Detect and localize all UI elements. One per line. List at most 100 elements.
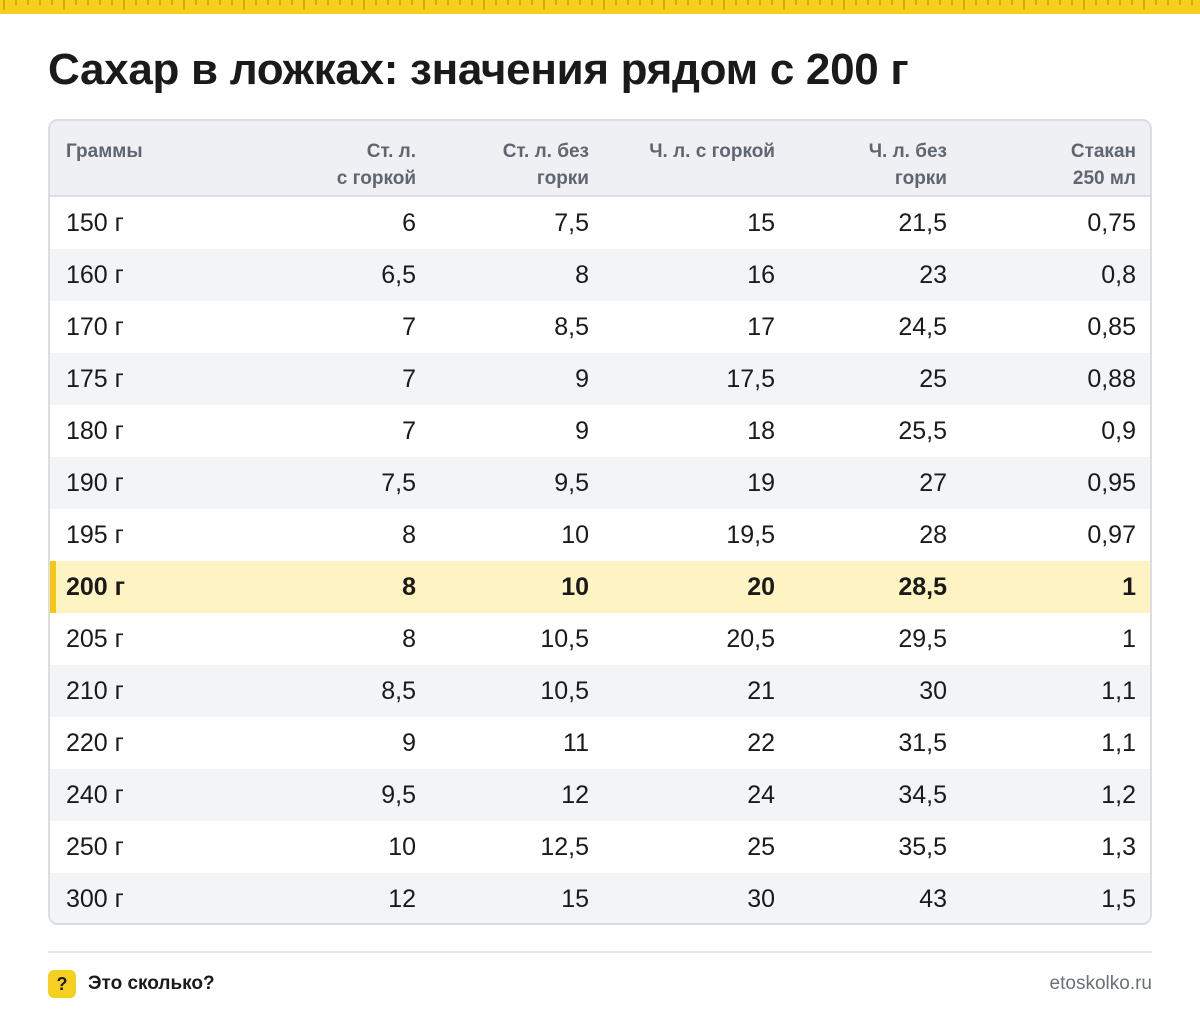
cell-tsp-heaped: 19	[747, 469, 775, 497]
header-tbsp-level-line1: Ст. л. без	[502, 141, 589, 162]
cell-tbsp-heaped: 8,5	[381, 677, 416, 705]
header-tbsp-level: Ст. л. без горки	[416, 121, 589, 195]
cell-tsp-heaped: 20,5	[726, 625, 775, 653]
cell-tsp-level: 21,5	[898, 209, 947, 237]
table-row: 195 г 8 10 19,5 28 0,97	[50, 509, 1150, 561]
cell-grams: 160 г	[66, 261, 124, 289]
header-tbsp-level-line2: горки	[536, 168, 589, 189]
table-row: 205 г 8 10,5 20,5 29,5 1	[50, 613, 1150, 665]
header-tsp-heaped: Ч. л. с горкой	[589, 121, 775, 195]
cell-tsp-heaped: 17	[747, 313, 775, 341]
cell-tbsp-level: 10	[561, 573, 589, 601]
table-body: 150 г 6 7,5 15 21,5 0,75 160 г 6,5 8 16 23 0,8 170 г…	[50, 197, 1150, 923]
header-glass-line2: 250 мл	[1072, 168, 1136, 189]
cell-tsp-level: 28,5	[898, 573, 947, 601]
ruler-top-band	[0, 0, 1200, 14]
cell-glass: 0,85	[1087, 313, 1136, 341]
cell-tbsp-heaped: 12	[388, 885, 416, 913]
header-tsp-level-line2: горки	[894, 168, 947, 189]
cell-tsp-heaped: 19,5	[726, 521, 775, 549]
cell-grams: 180 г	[66, 417, 124, 445]
header-glass: Стакан 250 мл	[947, 121, 1136, 195]
cell-tbsp-heaped: 7	[402, 313, 416, 341]
header-tsp-level: Ч. л. без горки	[775, 121, 947, 195]
cell-glass: 1	[1122, 573, 1136, 601]
question-mark-icon: ?	[48, 970, 76, 998]
table-row: 180 г 7 9 18 25,5 0,9	[50, 405, 1150, 457]
cell-grams: 200 г	[66, 573, 126, 601]
cell-tsp-heaped: 25	[747, 833, 775, 861]
cell-tbsp-level: 8,5	[554, 313, 589, 341]
cell-tbsp-level: 9,5	[554, 469, 589, 497]
cell-tsp-heaped: 24	[747, 781, 775, 809]
cell-tsp-level: 25,5	[898, 417, 947, 445]
header-tsp-level-line1: Ч. л. без	[868, 141, 947, 162]
cell-tbsp-level: 12,5	[540, 833, 589, 861]
cell-tbsp-level: 11	[563, 729, 589, 757]
cell-glass: 1,1	[1101, 729, 1136, 757]
cell-tbsp-heaped: 9	[402, 729, 416, 757]
cell-tsp-heaped: 22	[747, 729, 775, 757]
conversion-table: Граммы Ст. л. с горкой Ст. л. без горки …	[48, 119, 1152, 925]
header-tbsp-heaped-line1: Ст. л.	[366, 141, 416, 162]
header-tbsp-heaped: Ст. л. с горкой	[250, 121, 416, 195]
cell-tsp-level: 30	[919, 677, 947, 705]
table-row: 170 г 7 8,5 17 24,5 0,85	[50, 301, 1150, 353]
cell-tbsp-level: 8	[575, 261, 589, 289]
cell-tsp-heaped: 15	[747, 209, 775, 237]
cell-tsp-level: 34,5	[898, 781, 947, 809]
cell-tbsp-level: 15	[561, 885, 589, 913]
cell-tsp-level: 28	[919, 521, 947, 549]
cell-tsp-level: 24,5	[898, 313, 947, 341]
cell-glass: 1,5	[1101, 885, 1136, 913]
cell-grams: 205 г	[66, 625, 124, 653]
cell-tbsp-heaped: 7	[402, 365, 416, 393]
cell-glass: 0,9	[1101, 417, 1136, 445]
cell-tsp-heaped: 17,5	[726, 365, 775, 393]
cell-grams: 190 г	[66, 469, 124, 497]
cell-tbsp-heaped: 10	[388, 833, 416, 861]
header-tsp-heaped-line1: Ч. л. с горкой	[649, 141, 775, 162]
footer-brand: ? Это сколько?	[48, 969, 215, 999]
table-row: 190 г 7,5 9,5 19 27 0,95	[50, 457, 1150, 509]
cell-tsp-level: 23	[919, 261, 947, 289]
cell-glass: 0,95	[1087, 469, 1136, 497]
cell-tsp-heaped: 18	[747, 417, 775, 445]
table-row: 150 г 6 7,5 15 21,5 0,75	[50, 197, 1150, 249]
cell-tsp-level: 35,5	[898, 833, 947, 861]
cell-tbsp-heaped: 8	[402, 573, 416, 601]
table-row-highlighted: 200 г 8 10 20 28,5 1	[50, 561, 1150, 613]
site-url: etoskolko.ru	[1049, 973, 1152, 994]
cell-glass: 1	[1122, 625, 1136, 653]
cell-tsp-level: 25	[919, 365, 947, 393]
cell-tsp-heaped: 20	[747, 573, 775, 601]
cell-grams: 210 г	[66, 677, 124, 705]
cell-tbsp-level: 10,5	[540, 677, 589, 705]
table-row: 250 г 10 12,5 25 35,5 1,3	[50, 821, 1150, 873]
cell-tbsp-level: 9	[575, 365, 589, 393]
brand-name: Это сколько?	[88, 973, 215, 994]
header-glass-line1: Стакан	[1070, 141, 1136, 162]
cell-tbsp-heaped: 7	[402, 417, 416, 445]
table-row: 220 г 9 11 22 31,5 1,1	[50, 717, 1150, 769]
table-row: 300 г 12 15 30 43 1,5	[50, 873, 1150, 923]
cell-tbsp-heaped: 9,5	[381, 781, 416, 809]
cell-grams: 170 г	[66, 313, 124, 341]
table-row: 175 г 7 9 17,5 25 0,88	[50, 353, 1150, 405]
cell-grams: 220 г	[66, 729, 124, 757]
cell-glass: 0,75	[1087, 209, 1136, 237]
cell-tbsp-heaped: 6	[402, 209, 416, 237]
cell-tbsp-level: 9	[575, 417, 589, 445]
cell-glass: 1,3	[1101, 833, 1136, 861]
table-row: 160 г 6,5 8 16 23 0,8	[50, 249, 1150, 301]
footer-divider	[48, 951, 1152, 953]
cell-tbsp-level: 12	[561, 781, 589, 809]
cell-grams: 300 г	[66, 885, 124, 913]
cell-tsp-heaped: 21	[747, 677, 775, 705]
cell-tsp-level: 29,5	[898, 625, 947, 653]
cell-glass: 0,88	[1087, 365, 1136, 393]
cell-tbsp-heaped: 6,5	[381, 261, 416, 289]
cell-grams: 240 г	[66, 781, 124, 809]
cell-tsp-level: 31,5	[898, 729, 947, 757]
cell-tbsp-heaped: 8	[402, 521, 416, 549]
